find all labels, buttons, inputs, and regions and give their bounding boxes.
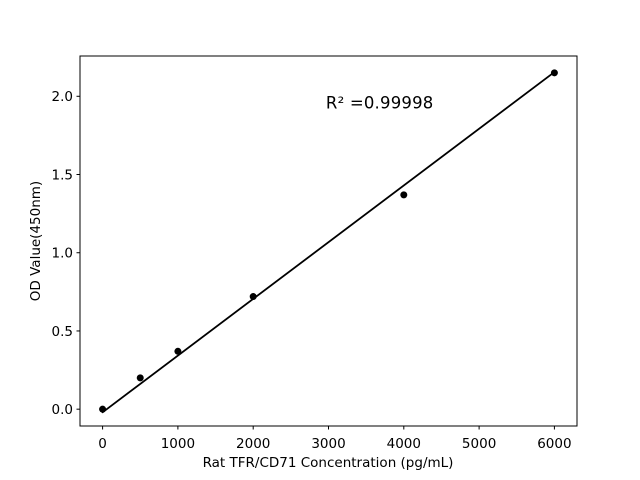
data-point	[174, 347, 182, 355]
x-tick-label: 5000	[462, 436, 496, 452]
x-tick-label: 4000	[387, 436, 421, 452]
data-point	[136, 374, 144, 382]
data-point	[249, 293, 257, 301]
y-tick-label: 1.0	[52, 246, 73, 262]
fit-line	[101, 71, 556, 414]
x-tick-label: 3000	[311, 436, 345, 452]
data-point	[550, 69, 558, 77]
x-tick-label: 2000	[236, 436, 270, 452]
y-tick-label: 0.0	[52, 402, 73, 418]
y-tick-label: 2.0	[52, 89, 73, 105]
x-tick-label: 0	[98, 436, 107, 452]
data-point	[99, 405, 107, 413]
x-tick-label: 1000	[161, 436, 195, 452]
x-axis-label: Rat TFR/CD71 Concentration (pg/mL)	[202, 455, 454, 471]
x-tick-label: 6000	[537, 436, 571, 452]
data-point	[400, 191, 408, 199]
y-axis-label: OD Value(450nm)	[28, 180, 44, 302]
y-tick-label: 1.5	[52, 167, 73, 183]
y-tick-label: 0.5	[52, 324, 73, 340]
r-squared-annotation: R² =0.99998	[325, 93, 434, 113]
